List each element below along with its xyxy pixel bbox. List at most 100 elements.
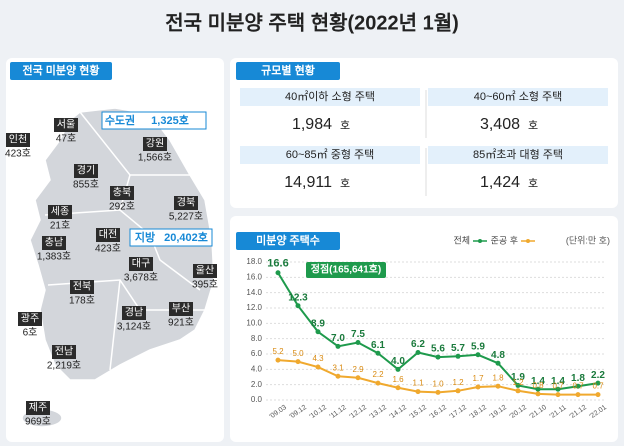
noncapital-frame: [129, 228, 213, 247]
data-label: 7.0: [331, 333, 345, 344]
data-label: 6.2: [411, 339, 425, 350]
data-point: [415, 349, 421, 355]
y-tick-label: 18.0: [246, 257, 262, 266]
data-point: [395, 366, 401, 372]
data-point: [355, 375, 361, 381]
legend-dot: [526, 239, 530, 243]
size-cell-label: 40㎡이하 소형 주택: [285, 89, 375, 103]
data-label: 12.3: [288, 292, 308, 303]
region-value: 2,219호: [47, 360, 81, 372]
data-point: [515, 382, 521, 388]
region-value: 969호: [25, 416, 51, 428]
map-heading-box: [10, 62, 112, 80]
data-label: 0.7: [572, 382, 584, 391]
size-cell-value: 14,911: [284, 174, 332, 191]
data-point: [575, 392, 581, 398]
data-point: [555, 386, 561, 392]
region-name: 광주: [21, 313, 39, 325]
data-point: [375, 380, 381, 386]
data-label: 7.5: [351, 329, 365, 340]
data-point: [435, 354, 441, 360]
size-cell-header: [240, 146, 420, 164]
region-name: 인천: [9, 134, 27, 146]
data-point: [535, 391, 541, 397]
region-value: 855호: [73, 179, 99, 191]
region-name-box: [48, 205, 72, 219]
y-tick-label: 16.0: [246, 272, 262, 281]
region-name-box: [110, 186, 134, 200]
data-label: 5.2: [272, 347, 284, 356]
size-cell-unit: 호: [528, 177, 538, 190]
size-cell-unit: 호: [340, 177, 350, 190]
region-name: 충남: [45, 237, 63, 249]
region-value: 292호: [109, 201, 135, 213]
data-point: [335, 373, 341, 379]
region-name: 울산: [196, 265, 214, 277]
data-label: 1.9: [511, 372, 525, 383]
data-point: [575, 383, 581, 389]
size-cell-value: 1,984: [292, 116, 332, 133]
data-point: [475, 384, 481, 390]
y-tick-label: 14.0: [246, 288, 262, 297]
region-name-box: [26, 401, 50, 415]
data-point: [595, 380, 601, 386]
data-point: [535, 386, 541, 392]
data-label: 1.4: [551, 376, 565, 387]
size-cell-header: [428, 146, 608, 164]
data-point: [375, 350, 381, 356]
data-label: 4.0: [391, 356, 405, 367]
data-point: [295, 303, 301, 309]
data-point: [555, 392, 561, 398]
region-name: 부산: [172, 303, 190, 315]
region-value: 921호: [168, 317, 194, 329]
chart-heading-box: [236, 232, 340, 250]
region-name-box: [54, 118, 78, 132]
region-name-box: [6, 133, 30, 147]
capital-frame: [101, 111, 207, 130]
annotation: 정점(165,641호): [311, 263, 381, 276]
data-point: [315, 329, 321, 335]
data-label: 0.8: [532, 381, 544, 390]
region-name: 전남: [55, 346, 73, 358]
region-name-box: [129, 257, 153, 271]
region-name-box: [122, 306, 146, 320]
region-name-box: [174, 196, 198, 210]
unit-note: (단위:만 호): [566, 235, 610, 245]
data-label: 1.1: [412, 379, 424, 388]
region-value: 1,566호: [138, 152, 172, 164]
region-name: 경기: [77, 164, 95, 177]
region-value: 1,383호: [37, 251, 71, 263]
data-point: [515, 388, 521, 394]
region-name-box: [18, 312, 42, 326]
region-name-box: [42, 236, 66, 250]
region-name-box: [74, 164, 98, 178]
noncapital-label: 지방: [135, 230, 155, 244]
region-name-box: [96, 228, 120, 242]
data-label: 6.1: [371, 340, 385, 351]
region-value: 3,678호: [124, 272, 158, 284]
data-point: [335, 343, 341, 349]
region-value: 423호: [95, 243, 121, 255]
data-label: 2.2: [372, 370, 384, 379]
size-cell-unit: 호: [340, 119, 350, 132]
size-cell-label: 40~60㎡ 소형 주택: [474, 90, 563, 103]
region-name: 강원: [146, 138, 164, 150]
data-point: [355, 340, 361, 345]
data-label: 8.9: [311, 318, 325, 329]
region-name-box: [193, 264, 217, 278]
data-label: 1.8: [571, 373, 585, 384]
data-point: [275, 357, 281, 363]
data-label: 1.0: [432, 379, 444, 388]
noncapital-box: 지방 20,402호: [129, 228, 213, 247]
data-label: 1.2: [512, 378, 524, 387]
region-name: 대전: [99, 229, 117, 241]
data-point: [435, 389, 441, 395]
data-label: 1.7: [472, 374, 484, 383]
data-label: 0.7: [592, 382, 604, 391]
capital-label: 수도권: [105, 114, 135, 127]
map-heading: 전국 미분양 현황: [23, 63, 100, 77]
capital-value: 1,325호: [151, 113, 189, 127]
region-name-box: [52, 345, 76, 359]
data-label: 1.4: [531, 376, 545, 387]
